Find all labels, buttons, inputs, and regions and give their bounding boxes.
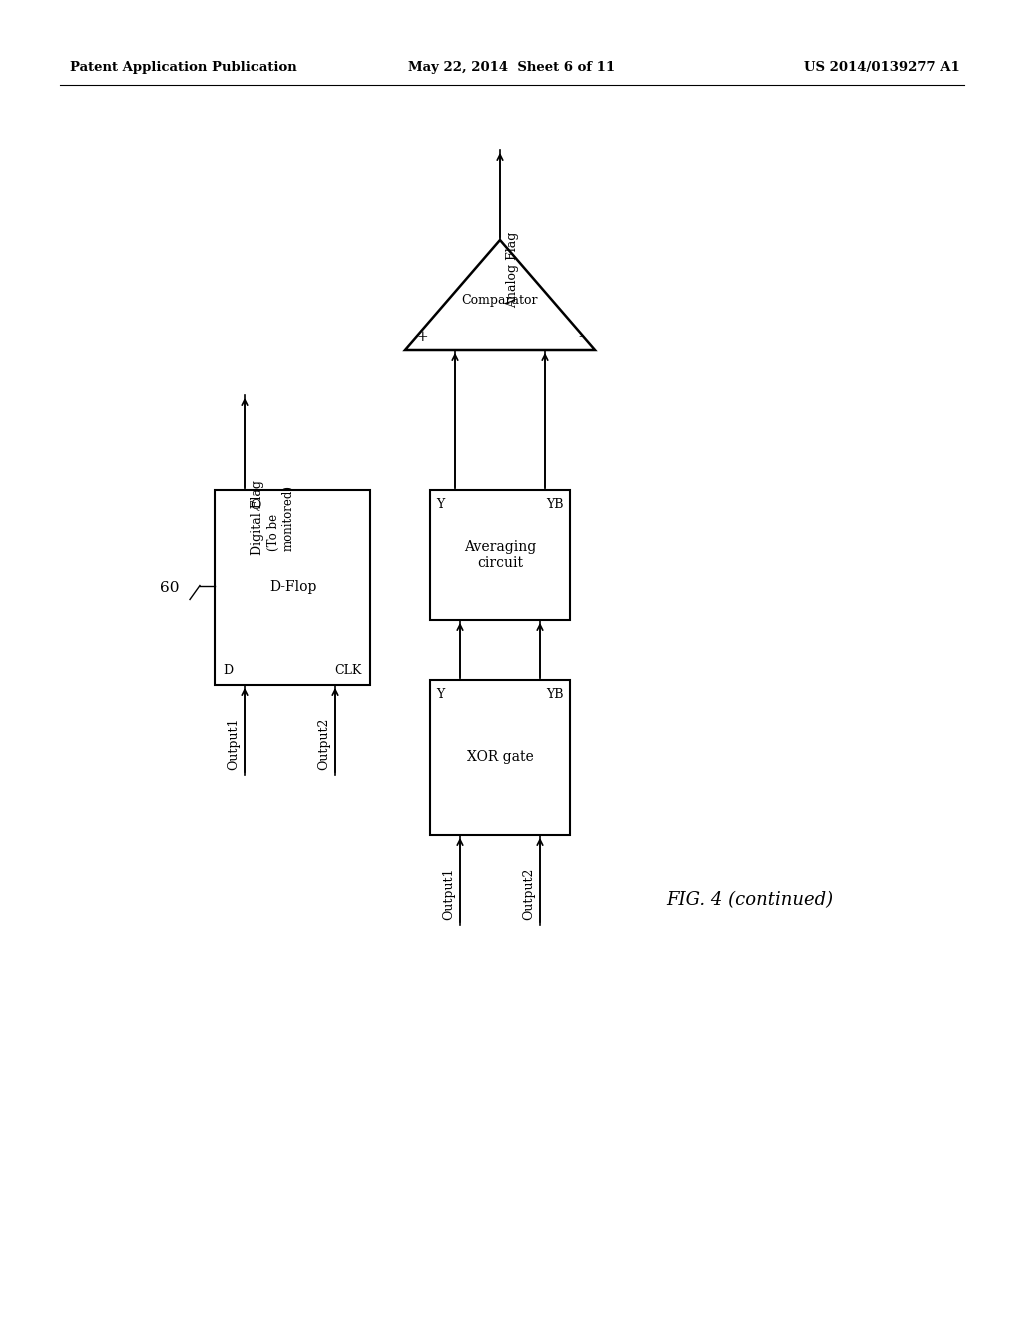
Text: Averaging
circuit: Averaging circuit	[464, 540, 537, 570]
Text: Output1: Output1	[442, 867, 455, 920]
Text: 60: 60	[160, 581, 179, 594]
Text: YB: YB	[547, 498, 564, 511]
Text: Comparator: Comparator	[462, 294, 539, 308]
Text: Digital Flag: Digital Flag	[251, 480, 264, 554]
Text: May 22, 2014  Sheet 6 of 11: May 22, 2014 Sheet 6 of 11	[409, 62, 615, 74]
Text: Patent Application Publication: Patent Application Publication	[70, 62, 297, 74]
Text: YB: YB	[547, 688, 564, 701]
Text: FIG. 4 (continued): FIG. 4 (continued)	[667, 891, 834, 909]
Text: XOR gate: XOR gate	[467, 751, 534, 764]
Text: D: D	[223, 664, 233, 677]
Bar	[215, 490, 370, 685]
Bar	[430, 680, 570, 836]
Text: (To be
monitored): (To be monitored)	[267, 484, 295, 550]
Text: Output1: Output1	[227, 718, 240, 770]
Bar	[430, 490, 570, 620]
Text: Y: Y	[436, 688, 444, 701]
Text: Analog Flag: Analog Flag	[506, 232, 519, 309]
Text: Y: Y	[436, 498, 444, 511]
Text: +: +	[417, 330, 429, 345]
Text: CLK: CLK	[335, 664, 362, 677]
Text: D-Flop: D-Flop	[269, 581, 316, 594]
Text: US 2014/0139277 A1: US 2014/0139277 A1	[804, 62, 961, 74]
Text: Output2: Output2	[522, 867, 535, 920]
Text: -: -	[579, 330, 583, 345]
Text: Q: Q	[250, 498, 260, 511]
Text: Output2: Output2	[317, 718, 330, 770]
Polygon shape	[406, 240, 595, 350]
